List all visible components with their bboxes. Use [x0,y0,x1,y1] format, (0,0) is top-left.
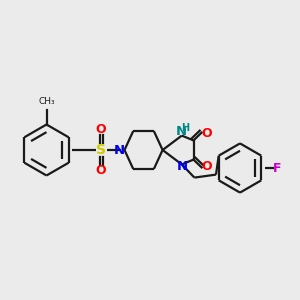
Text: N: N [175,125,187,138]
Text: H: H [181,123,190,133]
Text: S: S [96,143,106,157]
Text: N: N [114,143,125,157]
Text: O: O [96,123,106,136]
Text: O: O [96,164,106,177]
Text: O: O [201,160,212,173]
Text: F: F [273,161,281,175]
Text: CH₃: CH₃ [38,98,55,106]
Text: O: O [201,127,212,140]
Text: N: N [176,160,188,173]
